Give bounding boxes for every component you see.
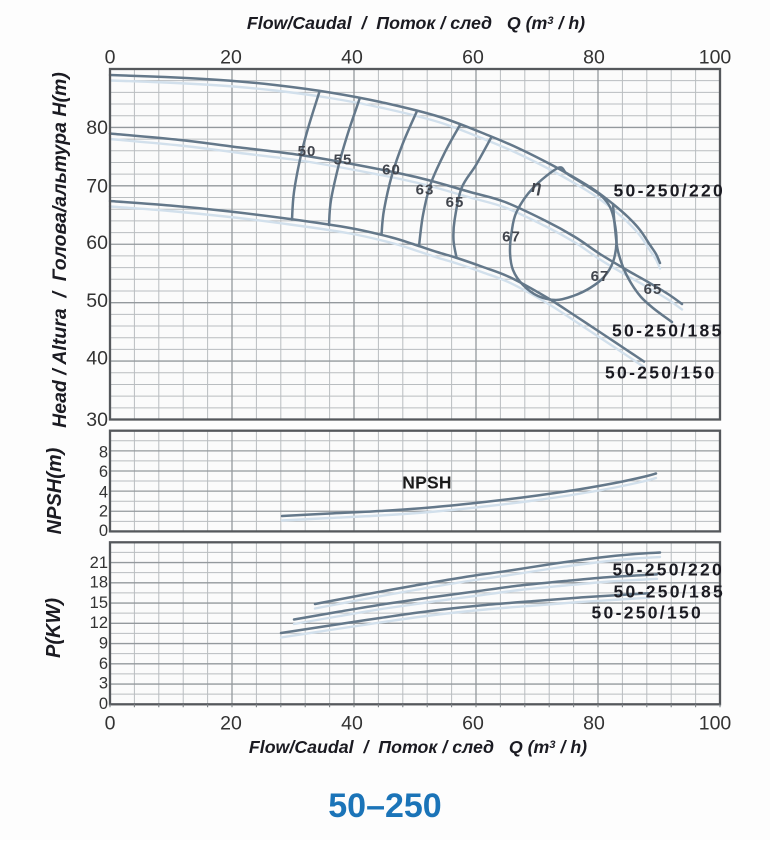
svg-text:0: 0 [99, 522, 108, 540]
svg-text:50-250/150: 50-250/150 [592, 603, 704, 623]
svg-text:50–250: 50–250 [328, 787, 441, 825]
svg-text:20: 20 [220, 713, 242, 735]
svg-text:60: 60 [382, 162, 401, 179]
svg-text:50-250/185: 50-250/185 [612, 321, 724, 341]
svg-text:0: 0 [105, 713, 116, 735]
svg-text:60: 60 [462, 47, 484, 69]
svg-text:6: 6 [99, 655, 108, 673]
svg-text:12: 12 [90, 614, 108, 632]
svg-text:2: 2 [99, 502, 108, 520]
svg-text:55: 55 [334, 152, 353, 169]
svg-text:NPSH(m): NPSH(m) [44, 447, 66, 534]
svg-text:40: 40 [341, 47, 363, 69]
svg-text:100: 100 [699, 713, 732, 735]
svg-text:Flow/Caudal / Поток / след: Flow/Caudal / Поток / след Q (m3 / h) [247, 13, 585, 33]
svg-text:40: 40 [341, 713, 363, 735]
svg-text:50-250/220: 50-250/220 [614, 181, 726, 201]
svg-text:4: 4 [99, 484, 108, 502]
svg-text:60: 60 [86, 232, 108, 254]
svg-text:20: 20 [220, 47, 242, 69]
svg-text:80: 80 [583, 47, 605, 69]
svg-text:100: 100 [699, 47, 732, 69]
svg-text:60: 60 [462, 713, 484, 735]
svg-text:8: 8 [99, 443, 108, 461]
svg-text:Flow/Caudal / Поток / след: Flow/Caudal / Поток / след Q (m3 / h) [249, 737, 587, 757]
svg-text:Head / Altura / Голова/альту: Head / Altura / Голова/альтура H(m) [49, 72, 71, 428]
svg-text:40: 40 [86, 348, 108, 370]
svg-text:9: 9 [99, 635, 108, 653]
svg-text:18: 18 [90, 574, 108, 592]
svg-text:50: 50 [298, 143, 317, 160]
svg-text:30: 30 [86, 409, 108, 431]
svg-text:6: 6 [99, 463, 108, 481]
svg-text:3: 3 [99, 675, 108, 693]
svg-text:67: 67 [502, 229, 521, 246]
svg-text:21: 21 [90, 554, 108, 572]
svg-text:80: 80 [86, 117, 108, 139]
svg-text:63: 63 [416, 182, 435, 199]
svg-text:50-250/220: 50-250/220 [613, 560, 725, 580]
svg-text:0: 0 [99, 695, 108, 713]
svg-text:50: 50 [86, 290, 108, 312]
svg-text:65: 65 [644, 281, 663, 298]
svg-text:0: 0 [105, 47, 116, 69]
svg-text:70: 70 [86, 176, 108, 198]
svg-text:P(KW): P(KW) [43, 598, 65, 658]
svg-text:NPSH: NPSH [402, 473, 451, 493]
svg-text:η: η [531, 177, 541, 196]
svg-text:80: 80 [583, 713, 605, 735]
svg-text:67: 67 [591, 268, 610, 285]
svg-text:50-250/185: 50-250/185 [614, 582, 726, 602]
svg-text:50-250/150: 50-250/150 [605, 363, 717, 383]
svg-text:15: 15 [90, 594, 108, 612]
svg-text:65: 65 [446, 194, 465, 211]
